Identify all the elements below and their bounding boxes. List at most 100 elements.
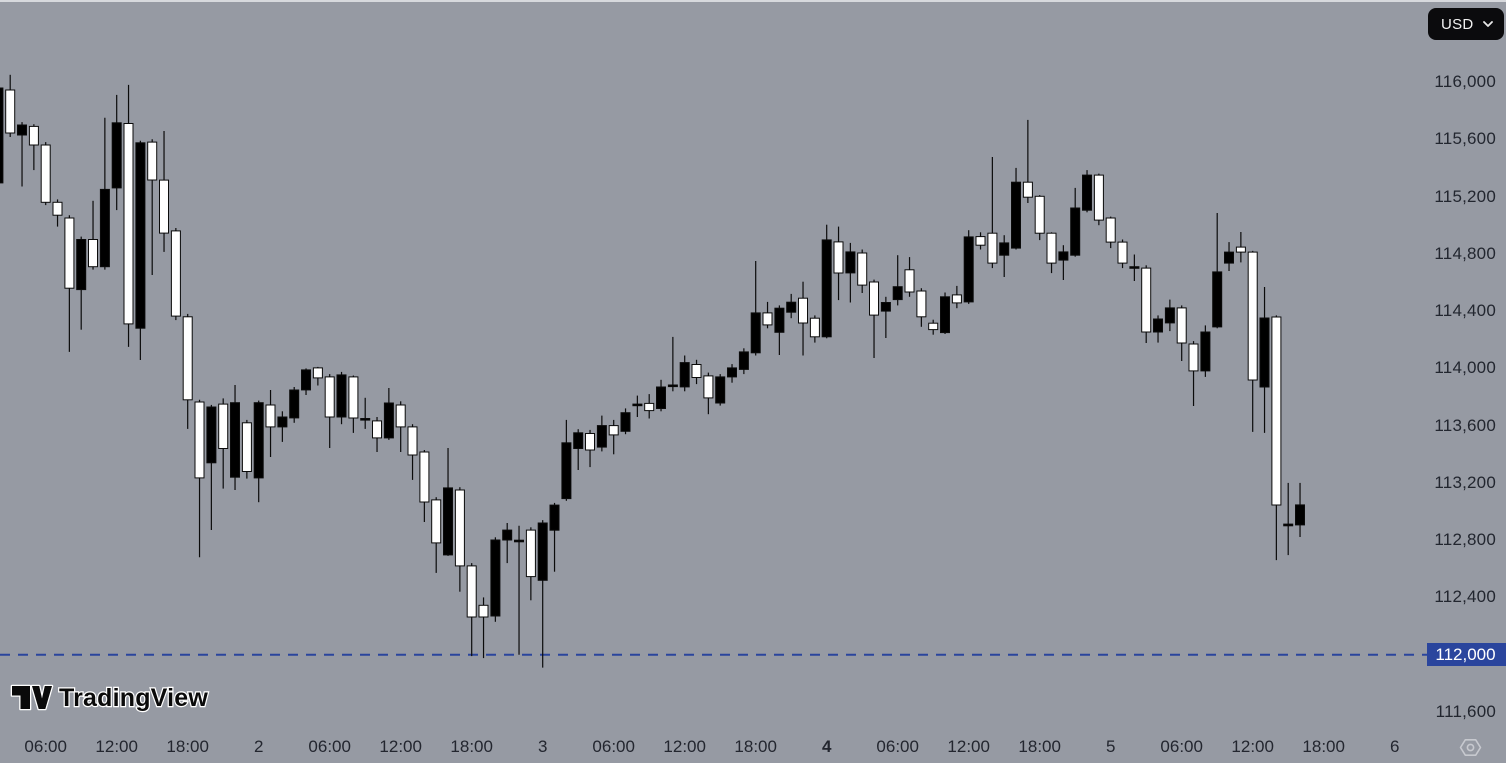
candle xyxy=(561,419,572,501)
candle xyxy=(549,502,560,572)
candle xyxy=(809,315,820,343)
candle xyxy=(940,292,950,334)
candle xyxy=(443,448,453,556)
price-tick-label: 116,000 xyxy=(1434,72,1496,91)
price-tick-label: 112,800 xyxy=(1434,530,1496,550)
candle xyxy=(608,419,619,455)
time-tick-label: 6 xyxy=(1389,737,1400,756)
candle xyxy=(774,305,785,355)
price-tick-label: 113,600 xyxy=(1434,415,1496,435)
candle xyxy=(1200,325,1211,377)
candle xyxy=(667,336,678,392)
candle xyxy=(253,400,264,503)
candle xyxy=(798,281,808,356)
candle xyxy=(1093,173,1104,226)
candle xyxy=(360,397,371,429)
price-tick-label: 114,400 xyxy=(1434,301,1496,321)
time-tick-label: 12:00 xyxy=(95,737,138,756)
candle xyxy=(880,296,891,338)
candle xyxy=(786,293,797,319)
time-tick-label: 06:00 xyxy=(592,737,635,756)
candle xyxy=(419,450,430,522)
candle xyxy=(159,131,169,252)
candle xyxy=(206,404,217,530)
time-tick-label: 12:00 xyxy=(947,737,990,756)
candle xyxy=(632,395,643,417)
tradingview-logo-mark xyxy=(10,684,54,711)
window-top-edge xyxy=(0,0,1506,2)
price-axis[interactable]: 112,000 116,000 115,600 115,200 114,800 114,… xyxy=(1427,0,1506,763)
candle xyxy=(88,200,98,270)
candle xyxy=(892,255,903,306)
time-tick-label: 2 xyxy=(253,737,264,756)
candle xyxy=(1141,265,1152,343)
currency-selector-button[interactable]: USD xyxy=(1428,8,1504,40)
candle xyxy=(762,301,773,329)
time-tick-label: 4 xyxy=(821,737,832,756)
candle xyxy=(454,487,465,592)
candle xyxy=(277,411,288,442)
tradingview-logo-text: TradingView xyxy=(59,684,208,712)
candle xyxy=(478,597,489,659)
tradingview-logo[interactable]: TradingView xyxy=(8,679,248,715)
candle xyxy=(1188,341,1199,406)
candle xyxy=(289,387,300,423)
price-tick-label: 115,200 xyxy=(1434,186,1496,206)
price-tick-label: 112,400 xyxy=(1434,587,1496,607)
candle xyxy=(407,424,418,480)
candle xyxy=(656,379,666,412)
candle xyxy=(395,401,406,452)
candle xyxy=(573,429,584,470)
candle xyxy=(5,74,16,137)
candle xyxy=(123,84,134,347)
candle xyxy=(147,139,158,275)
candle xyxy=(1070,187,1081,257)
time-tick-label: 12:00 xyxy=(663,737,706,756)
candle xyxy=(348,375,359,433)
candle xyxy=(951,285,962,309)
candle xyxy=(620,408,631,435)
candle xyxy=(963,230,974,304)
candle xyxy=(170,228,181,321)
time-tick-label: 18:00 xyxy=(734,737,777,756)
candle xyxy=(194,399,205,558)
candle xyxy=(1011,167,1021,250)
time-tick-label: 18:00 xyxy=(1302,737,1345,756)
candle xyxy=(1022,119,1033,203)
candle xyxy=(1212,213,1223,329)
chevron-down-icon xyxy=(1483,21,1493,27)
price-tick-label: 114,800 xyxy=(1434,243,1496,263)
candle xyxy=(904,257,915,297)
currency-label: USD xyxy=(1441,15,1474,33)
candle xyxy=(28,124,39,171)
candle xyxy=(857,249,868,293)
candle xyxy=(312,366,323,386)
candle xyxy=(372,417,382,452)
candle xyxy=(182,313,193,429)
timezone-settings-button[interactable] xyxy=(1457,735,1483,759)
candle xyxy=(750,261,761,356)
candle xyxy=(869,279,879,358)
candle xyxy=(596,415,607,452)
candle xyxy=(644,394,655,419)
candle xyxy=(845,242,856,303)
candle xyxy=(99,117,110,270)
candle xyxy=(1117,239,1128,269)
gear-icon xyxy=(1459,738,1481,756)
candle xyxy=(987,157,998,269)
time-axis[interactable]: 06:00 12:00 18:00 2 06:00 12:00 18:00 3 06:00 12:… xyxy=(0,735,1430,763)
price-tick-label: 113,200 xyxy=(1434,472,1496,492)
candle xyxy=(466,563,477,657)
candle xyxy=(1153,315,1163,343)
candle xyxy=(916,288,927,327)
candle xyxy=(301,368,311,395)
time-tick-label: 18:00 xyxy=(166,737,209,756)
candle xyxy=(1105,216,1116,249)
candle xyxy=(999,235,1010,277)
time-tick-label: 3 xyxy=(537,737,548,756)
time-tick-label: 12:00 xyxy=(379,737,422,756)
candle xyxy=(1235,232,1246,263)
candle xyxy=(833,226,844,301)
